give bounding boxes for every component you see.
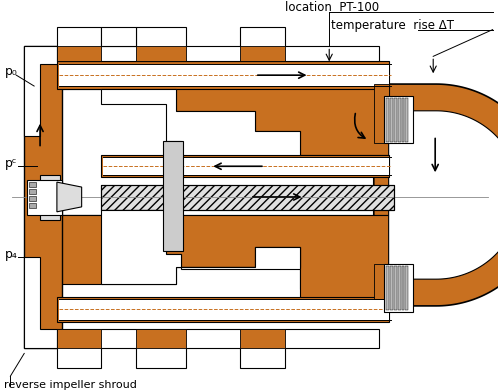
Bar [394, 266, 396, 310]
Bar [394, 98, 396, 142]
Text: p₄: p₄ [4, 248, 18, 261]
Text: reverse impeller shroud: reverse impeller shroud [4, 380, 138, 390]
Polygon shape [136, 47, 186, 61]
Bar [406, 98, 408, 142]
Polygon shape [374, 84, 388, 143]
Bar [386, 98, 388, 142]
Bar [406, 266, 408, 310]
Bar [24, 47, 62, 348]
Text: location  PT-100: location PT-100 [284, 1, 379, 14]
Bar [29, 203, 36, 208]
Polygon shape [136, 329, 186, 348]
Polygon shape [24, 257, 57, 348]
Text: temperature  rise ΔT: temperature rise ΔT [331, 19, 454, 32]
Polygon shape [57, 61, 388, 155]
Polygon shape [102, 27, 136, 47]
Bar [390, 98, 392, 142]
Bar [384, 264, 414, 312]
Bar [29, 189, 36, 194]
Bar [398, 266, 400, 310]
Bar [384, 96, 414, 143]
Polygon shape [57, 329, 378, 368]
Bar [59, 299, 388, 320]
Polygon shape [24, 47, 57, 136]
Polygon shape [57, 215, 388, 302]
Bar [40, 175, 60, 220]
Polygon shape [102, 210, 300, 284]
Polygon shape [57, 215, 388, 299]
Polygon shape [102, 210, 300, 267]
Bar [29, 196, 36, 201]
Bar [402, 266, 404, 310]
Polygon shape [57, 329, 102, 348]
Bar [102, 155, 389, 177]
Polygon shape [57, 27, 378, 61]
Bar [102, 185, 394, 210]
Bar [57, 61, 388, 89]
Bar [104, 157, 389, 175]
Polygon shape [374, 84, 500, 306]
Bar [386, 266, 388, 310]
Polygon shape [102, 89, 300, 155]
Text: pᶜ: pᶜ [4, 157, 17, 170]
Polygon shape [374, 264, 388, 312]
Bar [398, 98, 400, 142]
Bar [27, 180, 62, 215]
Bar [59, 64, 388, 86]
Polygon shape [240, 47, 284, 61]
Polygon shape [240, 329, 284, 348]
Bar [163, 140, 182, 251]
Polygon shape [57, 182, 82, 212]
Bar [102, 185, 394, 210]
Bar [402, 98, 404, 142]
Bar [57, 297, 388, 322]
Text: p₀: p₀ [4, 65, 17, 78]
Polygon shape [388, 111, 500, 279]
Polygon shape [57, 47, 102, 61]
Bar [29, 182, 36, 187]
Bar [390, 266, 392, 310]
